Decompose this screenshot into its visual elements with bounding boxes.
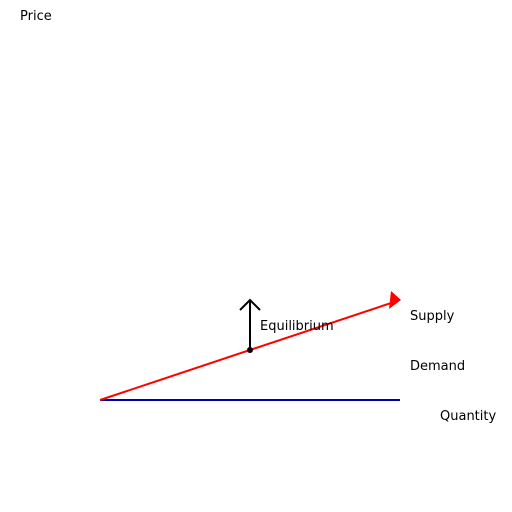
supply-line bbox=[99, 301, 393, 401]
supply-label: Supply bbox=[410, 309, 455, 324]
quantity-axis-label: Quantity bbox=[440, 409, 496, 424]
price-axis-label: Price bbox=[20, 9, 52, 24]
demand-label: Demand bbox=[410, 359, 465, 374]
supply-arrowhead bbox=[389, 291, 401, 309]
equilibrium-label: Equilibrium bbox=[260, 319, 334, 334]
equilibrium-arrowhead bbox=[239, 298, 261, 311]
